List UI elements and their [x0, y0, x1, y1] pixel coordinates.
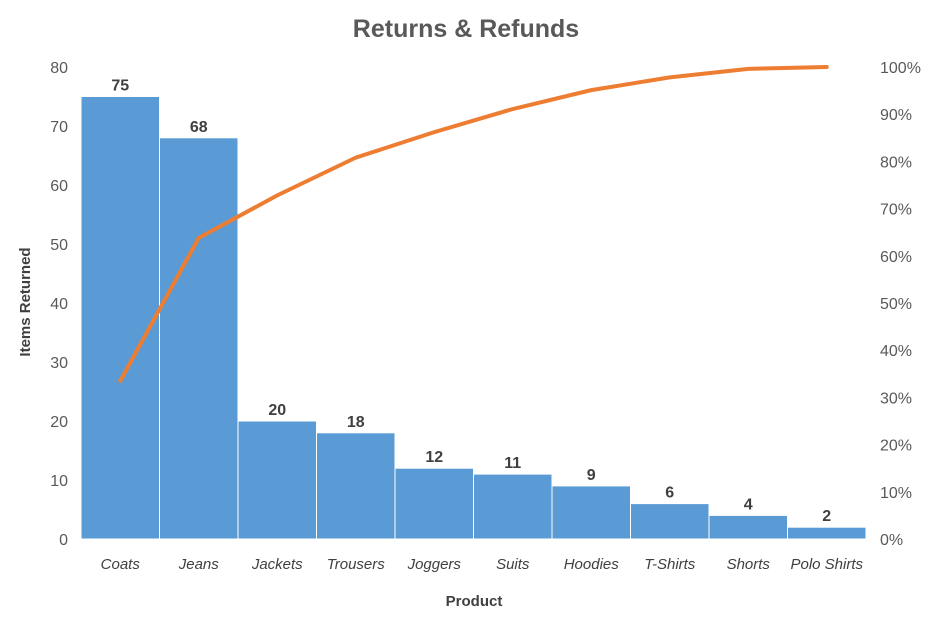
bar-hoodies [551, 485, 631, 540]
cumulative-line-series [118, 65, 829, 383]
bar-jeans [159, 137, 239, 540]
category-axis-labels: Coats Jeans Jackets Trousers Joggers Suits Hoo… [101, 556, 864, 573]
data-label: 68 [190, 119, 208, 136]
y-tick-label: 30 [50, 355, 68, 372]
left-axis-ticks: 0 10 20 30 40 50 60 70 80 [50, 60, 68, 549]
x-tick-label: Joggers [407, 556, 462, 573]
y2-tick-label: 20% [880, 438, 912, 455]
x-tick-label: Trousers [327, 556, 386, 573]
data-label: 6 [665, 485, 674, 502]
y2-tick-label: 30% [880, 390, 912, 407]
y-tick-label: 20 [50, 414, 68, 431]
x-tick-label: T-Shirts [644, 556, 696, 573]
x-tick-label: Polo Shirts [790, 556, 863, 573]
y2-tick-label: 0% [880, 532, 903, 549]
chart-title: Returns & Refunds [353, 15, 579, 43]
data-label: 75 [111, 78, 129, 95]
bar-joggers [394, 467, 474, 540]
x-tick-label: Hoodies [564, 556, 620, 573]
cumulative-percent-line [118, 65, 829, 383]
bar-trousers [316, 432, 396, 540]
bar-suits [473, 473, 553, 540]
y2-tick-label: 80% [880, 154, 912, 171]
x-tick-label: Suits [496, 556, 530, 573]
data-label: 2 [822, 508, 831, 525]
y-tick-label: 60 [50, 178, 68, 195]
bar-coats [80, 96, 160, 540]
y2-tick-label: 40% [880, 343, 912, 360]
x-tick-label: Jackets [251, 556, 303, 573]
bar-polo-shirts [787, 526, 867, 540]
bar-t-shirts [630, 503, 710, 540]
y-tick-label: 40 [50, 296, 68, 313]
y2-tick-label: 60% [880, 249, 912, 266]
x-tick-label: Jeans [178, 556, 220, 573]
x-axis-title: Product [446, 593, 503, 610]
data-label: 11 [504, 455, 521, 472]
y2-tick-label: 10% [880, 485, 912, 502]
y2-tick-label: 90% [880, 107, 912, 124]
y-tick-label: 50 [50, 237, 68, 254]
data-label: 18 [347, 414, 365, 431]
x-tick-label: Coats [101, 556, 141, 573]
right-axis-ticks: 0% 10% 20% 30% 40% 50% 60% 70% 80% 90% 100% [880, 60, 921, 549]
y-axis-title: Items Returned [17, 247, 34, 356]
y2-tick-label: 100% [880, 60, 921, 77]
data-label: 12 [425, 449, 443, 466]
y2-tick-label: 70% [880, 202, 912, 219]
bar-shorts [708, 514, 788, 540]
data-label: 9 [587, 467, 596, 484]
data-label: 20 [268, 402, 286, 419]
bar-jackets [237, 420, 317, 540]
y-tick-label: 80 [50, 60, 68, 77]
data-labels: 75 68 20 18 12 11 9 6 4 2 [111, 78, 831, 526]
data-label: 4 [744, 496, 753, 513]
x-tick-label: Shorts [727, 556, 771, 573]
y2-tick-label: 50% [880, 296, 912, 313]
y-tick-label: 10 [50, 473, 68, 490]
y-tick-label: 0 [59, 532, 68, 549]
bar-series [80, 96, 867, 540]
y-tick-label: 70 [50, 119, 68, 136]
